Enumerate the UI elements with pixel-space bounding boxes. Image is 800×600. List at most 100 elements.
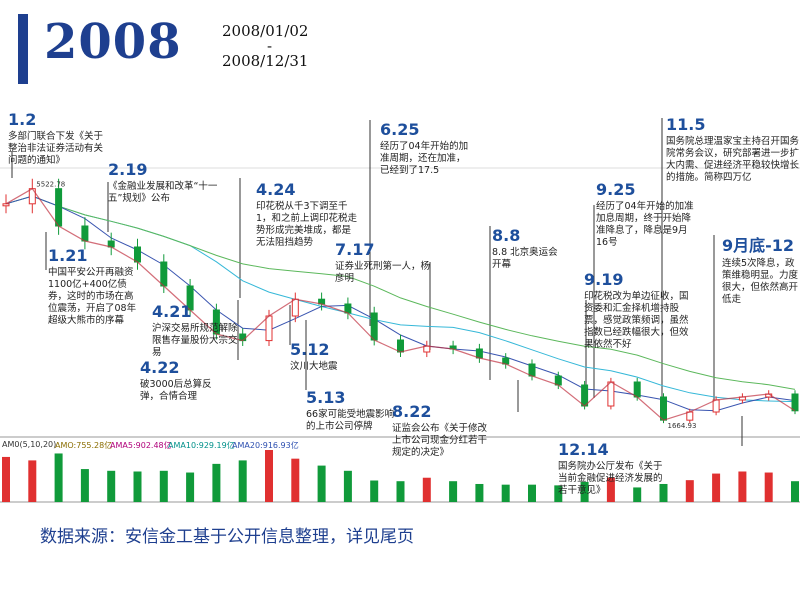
annotation-text: 经历了04年开始的加准周期，还在加准，已经到了17.5 [380, 141, 469, 176]
volume-bar [475, 483, 484, 502]
volume-bar [238, 460, 247, 502]
candle-body [712, 399, 720, 413]
annotation-a0422: 4.22 破3000后总算反弹，合情合理 [140, 358, 230, 403]
annotation-text: 沪深交易所规范解除限售存量股份大宗交易 [152, 323, 238, 358]
date-separator: - [266, 37, 273, 55]
annotation-date: 12.14 [558, 440, 609, 459]
annotation-a0219: 2.19 《金融业发展和改革“十一五”规划》公布 [108, 160, 218, 205]
candle-body [81, 225, 89, 242]
date-start: 2008/01/02 [222, 22, 309, 40]
price-low-label: 1664.93 [668, 422, 697, 430]
annotation-text: 连续5次降息，政策维稳明显。力度很大，但依然高开低走 [722, 258, 799, 305]
candle-body [265, 315, 273, 342]
annotation-date: 7.17 [335, 240, 375, 259]
volume-bar [580, 481, 589, 502]
annotation-text: 印花税改为单边征收，国资委和汇金择机增持股票，感觉政策频调，虽然指数已经跌幅很大… [584, 291, 689, 350]
annotation-a0930: 9月底-12 连续5次降息，政策维稳明显。力度很大，但依然高开低走 [722, 232, 800, 306]
annotation-date: 2.19 [108, 160, 148, 179]
annotation-text: 国务院总理温家宝主持召开国务院常务会议，研究部署进一步扩大内需、促进经济平稳较快… [666, 136, 800, 183]
annotation-a1105: 11.5 国务院总理温家宝主持召开国务院常务会议，研究部署进一步扩大内需、促进经济… [666, 115, 800, 184]
annotation-text: 经历了04年开始的加准加息周期，终于开始降准降息了，降息是9月16号 [596, 201, 694, 248]
annotation-a0513: 5.13 66家可能受地震影响的上市公司停牌 [306, 388, 402, 433]
candle-body [528, 363, 536, 377]
volume-bar [291, 458, 300, 502]
annotation-date: 4.22 [140, 358, 180, 377]
annotation-a0808: 8.8 8.8 北京奥运会开幕 [492, 226, 562, 271]
annotation-text: 破3000后总算反弹，合情合理 [140, 379, 212, 402]
date-end: 2008/12/31 [222, 52, 309, 70]
annotation-date: 6.25 [380, 120, 420, 139]
annotation-text: 证券业死刑第一人，杨彦明 [335, 261, 431, 284]
candle-body [55, 188, 63, 227]
candle-body [633, 381, 641, 398]
annotation-date: 8.8 [492, 226, 521, 245]
source-note: 数据来源：安信金工基于公开信息整理，详见尾页 [40, 527, 414, 547]
volume-bar [501, 484, 510, 502]
annotation-date: 1.2 [8, 110, 37, 129]
annotation-date: 5.12 [290, 340, 330, 359]
annotation-a0512: 5.12 汶川大地震 [290, 340, 370, 373]
volume-bar [606, 477, 615, 502]
candle-body [2, 203, 10, 207]
volume-bar [764, 472, 773, 502]
annotation-a0424: 4.24 印花税从千3下调至千1，和之前上调印花税走势形成完美堆成，都是无法阻挡趋… [256, 180, 360, 249]
volume-bar [554, 485, 563, 502]
volume-bar [422, 477, 431, 502]
volume-bar [712, 473, 721, 502]
annotation-text: 证监会公布《关于修改上市公司现金分红若干规定的决定》 [392, 423, 488, 458]
annotation-text: 《金融业发展和改革“十一五”规划》公布 [108, 181, 218, 204]
candle-body [291, 298, 299, 317]
volume-bar [659, 483, 668, 502]
candle-body [607, 381, 615, 407]
annotation-text: 中国平安公开再融资1100亿+400亿债券，这时的市场在高位震荡，开启了08年超… [48, 267, 137, 326]
candle-body [397, 339, 404, 353]
annotation-text: 多部门联合下发《关于整治非法证券活动有关问题的通知》 [8, 131, 104, 166]
annotation-date: 1.21 [48, 246, 88, 265]
annotation-date: 4.21 [152, 302, 192, 321]
volume-bar [738, 471, 747, 502]
volume-bar [396, 481, 405, 502]
volume-bar [528, 484, 536, 502]
annotation-date: 5.13 [306, 388, 346, 407]
annotation-a0919: 9.19 印花税改为单边征收，国资委和汇金择机增持股票，感觉政策频调，虽然指数已经… [584, 270, 694, 351]
annotation-date: 9月底-12 [722, 236, 795, 255]
price-high-label: 5522.78 [36, 181, 65, 189]
annotation-a0717: 7.17 证券业死刑第一人，杨彦明 [335, 240, 435, 285]
annotation-text: 印花税从千3下调至千1，和之前上调印花税走势形成完美堆成，都是无法阻挡趋势 [256, 201, 358, 248]
annotation-text: 66家可能受地震影响的上市公司停牌 [306, 409, 395, 432]
moving-average-line-long [5, 195, 796, 390]
annotation-a1214: 12.14 国务院办公厅发布《关于当前金融促进经济发展的若干意见》 [558, 440, 668, 497]
volume-legend-amo: AMO:755.28亿 [55, 441, 113, 450]
volume-bar [159, 470, 168, 502]
volume-legend-ama10: AMA10:929.19亿 [168, 441, 235, 450]
annotation-date: 4.24 [256, 180, 296, 199]
annotation-date: 9.19 [584, 270, 624, 289]
candle-body [370, 312, 378, 341]
annotation-a0121: 1.21 中国平安公开再融资1100亿+400亿债券，这时的市场在高位震荡，开启了… [48, 246, 140, 327]
volume-bar [2, 456, 10, 502]
annotation-date: 9.25 [596, 180, 636, 199]
volume-legend-main: AM0(5,10,20) [2, 440, 57, 449]
date-range: 2008/01/02 - 2008/12/31 [222, 22, 332, 70]
candle-body [660, 396, 667, 421]
annotation-a0102: 1.2 多部门联合下发《关于整治非法证券活动有关问题的通知》 [8, 110, 106, 167]
price-series-line [5, 187, 796, 421]
annotation-a0822: 8.22 证监会公布《关于修改上市公司现金分红若干规定的决定》 [392, 402, 492, 459]
volume-bar [28, 460, 37, 502]
volume-bar [80, 469, 89, 502]
volume-bar [133, 471, 142, 502]
volume-bar [317, 465, 326, 502]
volume-bar [186, 472, 195, 502]
annotation-date: 8.22 [392, 402, 432, 421]
year-title: 2008 [44, 14, 182, 70]
annotation-text: 汶川大地震 [290, 361, 338, 372]
annotation-a0625: 6.25 经历了04年开始的加准周期，还在加准，已经到了17.5 [380, 120, 470, 177]
volume-bar [54, 453, 63, 502]
annotation-text: 国务院办公厅发布《关于当前金融促进经济发展的若干意见》 [558, 461, 663, 496]
volume-bar [265, 450, 273, 502]
candle-body [581, 384, 589, 407]
volume-bar [685, 480, 694, 502]
annotation-a0421: 4.21 沪深交易所规范解除限售存量股份大宗交易 [152, 302, 244, 359]
volume-bar [449, 481, 458, 502]
